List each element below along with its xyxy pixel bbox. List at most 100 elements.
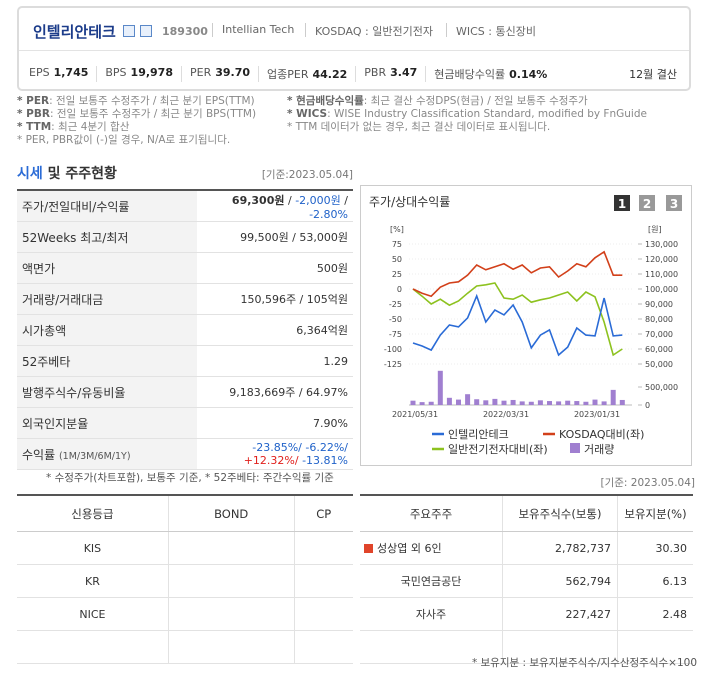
y2-tick-label: 50,000 [645,360,673,369]
stat-value: 3.47 [390,66,418,79]
row-value: 99,500원 / 53,000원 [197,221,353,253]
stock-code: 189300 [162,25,208,38]
x-tick-label: 2022/03/31 [483,410,529,419]
icon[interactable] [140,25,152,37]
stat: 업종PER 44.22 [258,66,355,82]
row-value: 1.29 [197,345,353,377]
volume-bar [492,398,498,405]
icon[interactable] [123,25,135,37]
note: * PBR: 전일 보통주 수정주가 / 최근 분기 BPS(TTM) [17,108,256,121]
volume-bar [428,401,434,405]
volume-tick-label: 500,000 [645,383,678,392]
row-value: 150,596주 / 105억원 [197,283,353,315]
volume-bar [592,399,598,405]
stat-value: 19,978 [130,66,173,79]
volume-bar [437,370,443,405]
cell [167,597,294,631]
y2-tick-label: 110,000 [645,270,678,279]
stat-label: PBR [364,66,387,79]
stat-label: EPS [29,66,50,79]
volume-bar [419,402,425,405]
row-label: 52주베타 [17,345,197,377]
volume-bar [528,401,534,405]
note-term: * TTM [17,121,52,133]
volume-bar [619,399,625,405]
value: 500원 [316,262,348,275]
cell [617,630,693,664]
row-value: 69,300원 / -2,000원 / -2.80% [197,190,353,222]
stat-value: 44.22 [312,68,348,81]
label: 52주베타 [22,354,71,369]
value-part: -2,000원 [295,193,341,207]
chart: 주가/상대수익률 1 2 3 [%] [원] 75 50 25 0 -25 -50 -75 -100 -12… [369,195,682,456]
row-value: 500원 [197,252,353,284]
agency: KIS [17,531,169,565]
chart-button[interactable]: 2 [639,195,655,211]
value: 150,596주 / 105억원 [240,293,348,306]
stat: PBR 3.47 [355,66,425,82]
button-box [639,195,655,211]
row-label: 주가/전일대비/수익률 [17,190,197,222]
footnote: * 보유지분 : 보유지분주식수/지수산정주식수×100 [471,657,697,669]
cell [167,531,294,565]
stat-value: 39.70 [215,66,251,79]
y2-tick-label: 90,000 [645,300,673,309]
series-line [412,293,623,357]
chart-button[interactable]: 1 [614,195,630,211]
row: 시가총액 6,364억원 [17,314,353,346]
note-text: : 최근 4분기 합산 [51,121,130,133]
volume-bar [601,401,607,405]
notes: * 현금배당수익률: 최근 결산 수정DPS(현금) / 전일 보통주 수정주가… [287,95,647,134]
row: 거래량/거래대금 150,596주 / 105억원 [17,283,353,315]
credit-table: 신용등급 BOND CP KIS KR NICE [17,494,353,664]
value: 7.90% [313,416,348,430]
note: * PER, PBR값이 (-)일 경우, N/A로 표기됩니다. [17,134,256,147]
label: 외국인지분율 [22,416,89,431]
legend-label: 인텔리안테크 [448,428,509,441]
note: * TTM 데이터가 없는 경우, 최근 결산 데이터로 표시됩니다. [287,121,647,134]
volume-bar [410,400,416,405]
x-tick-label: 2023/01/31 [574,410,620,419]
volume-bar [501,400,507,405]
y-tick-label: 50 [392,255,402,264]
row-value: -23.85%/ -6.22%/ +12.32%/ -13.81% [197,438,353,470]
date: [기준:2023.05.04] [261,169,353,181]
note-text: : WISE Industry Classification Standard,… [327,108,647,120]
expand-icon[interactable] [364,544,373,553]
volume-bar [456,399,461,405]
label: 수익률 [22,447,56,462]
divider [19,50,689,51]
label-sub: (1M/3M/6M/1Y) [58,450,131,462]
note-text: : 전일 보통주 수정주가 / 최근 분기 EPS(TTM) [49,95,255,107]
chart-panel [360,185,692,466]
chart-button[interactable]: 3 [666,195,682,211]
header-box: 인텔리안테크 189300 Intellian Tech KOSDAQ : 일반… [17,6,691,91]
title-rest: 및 주주현황 [47,166,117,182]
cell [293,597,353,631]
holder[interactable]: 성상엽 외 6인 [377,542,442,555]
header-cell: CP [293,495,353,532]
cell [360,630,503,664]
button-label: 3 [670,197,678,211]
volume-bar [565,400,571,405]
volume-bar [537,400,543,405]
value: 9,183,669주 / 64.97% [229,386,348,399]
stake: 2.48 [617,597,693,631]
value-part: -6.22%/ [305,441,348,454]
row: 발행주식수/유동비율 9,183,669주 / 64.97% [17,376,353,408]
chart-title: 주가/상대수익률 [369,195,450,209]
legend-label: 거래량 [584,443,614,456]
section-title: 시세 및 주주현황 [17,163,117,183]
company-name[interactable]: 인텔리안테크 [33,23,116,41]
header-cell: 주요주주 [360,495,503,532]
row: 52주베타 1.29 [17,345,353,377]
header-cell: 보유주식수(보통) [502,495,618,532]
row: 액면가 500원 [17,252,353,284]
volume-bar [510,399,516,405]
legend-label: KOSDAQ대비(좌) [559,428,644,441]
y-tick-label: 25 [392,270,402,279]
volume-bar [556,401,562,405]
header-cell: 신용등급 [17,495,169,532]
y2-tick-label: 100,000 [645,285,678,294]
y2-tick-label: 60,000 [645,345,673,354]
